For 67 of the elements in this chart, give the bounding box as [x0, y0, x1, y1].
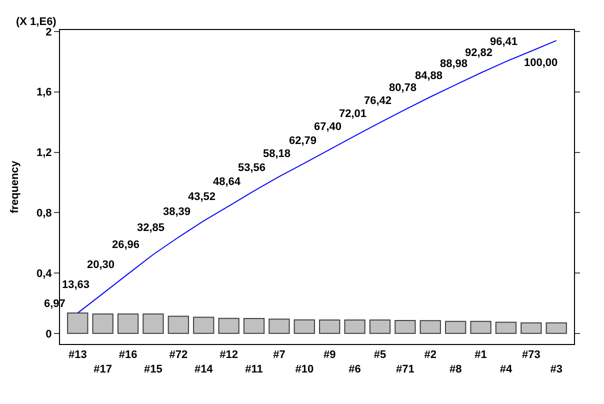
bar — [319, 320, 340, 334]
bar — [520, 322, 542, 334]
x-tick-label: #15 — [144, 364, 162, 376]
x-tick-label: #17 — [94, 364, 112, 376]
x-tick-label: #1 — [474, 349, 487, 362]
x-tick-label: #12 — [220, 349, 238, 362]
annotation: 38,39 — [163, 206, 191, 218]
annotation: 20,30 — [87, 259, 115, 271]
annotation: 53,56 — [238, 162, 266, 174]
bar — [420, 320, 441, 334]
annotation: 13,63 — [62, 279, 90, 291]
x-tick-label: #16 — [118, 349, 138, 362]
bar — [67, 312, 88, 334]
text: (X 1,E6) — [16, 16, 57, 28]
annotation: 26,96 — [112, 239, 140, 251]
bar — [168, 316, 189, 334]
x-tick-label: #14 — [194, 364, 214, 376]
annotation: 100,00 — [524, 57, 558, 69]
bar — [445, 320, 466, 334]
annotation: 43,52 — [188, 191, 216, 203]
annotation: 84,88 — [415, 70, 443, 82]
bar — [142, 313, 164, 334]
x-tick-label: #6 — [348, 364, 361, 376]
x-tick-label: #71 — [396, 364, 414, 376]
x-tick-label: #3 — [550, 364, 562, 376]
y-tick-label: 0 — [46, 328, 52, 340]
bar — [470, 320, 492, 334]
x-tick-label: #72 — [169, 349, 188, 362]
annotation: 62,79 — [289, 135, 317, 147]
annotation: 96,41 — [490, 36, 518, 48]
y-tick-label: 1,2 — [36, 147, 52, 160]
annotation: 88,98 — [440, 58, 468, 70]
bar — [495, 322, 517, 334]
annotation: 76,42 — [364, 95, 392, 107]
y-axis-title: frequency — [9, 160, 22, 214]
y-tick-label: 1,6 — [36, 86, 52, 99]
x-tick-label: #7 — [273, 349, 286, 362]
x-tick-label: #11 — [245, 364, 263, 376]
x-tick-label: #13 — [68, 349, 87, 362]
x-tick-label: #73 — [522, 349, 540, 362]
bar — [92, 313, 114, 334]
y-tick-label: 0,8 — [36, 208, 52, 220]
y-tick-label: 0,4 — [36, 268, 53, 280]
x-tick-label: #2 — [424, 349, 437, 362]
x-tick-label: #4 — [500, 364, 513, 376]
bar — [394, 320, 416, 334]
annotation: 67,40 — [314, 121, 342, 133]
annotation: 72,01 — [339, 108, 367, 120]
annotation: 32,85 — [137, 222, 165, 234]
bar — [546, 322, 567, 334]
annotation: 92,82 — [465, 47, 493, 59]
annotation: 58,18 — [263, 148, 291, 160]
x-tick-label: #8 — [449, 364, 462, 376]
bar — [117, 313, 139, 334]
bar — [369, 320, 391, 334]
y-tick-label: 2 — [46, 26, 52, 38]
x-tick-label: #10 — [295, 364, 314, 376]
bar — [344, 320, 366, 334]
x-tick-label: #5 — [374, 349, 386, 362]
annotation: 80,78 — [389, 82, 417, 94]
x-tick-label: #9 — [323, 349, 336, 362]
bar — [218, 318, 240, 334]
annotation: 48,64 — [213, 176, 242, 188]
bar — [193, 316, 214, 334]
bar — [243, 318, 265, 334]
bar — [268, 318, 290, 334]
bar — [294, 319, 315, 334]
